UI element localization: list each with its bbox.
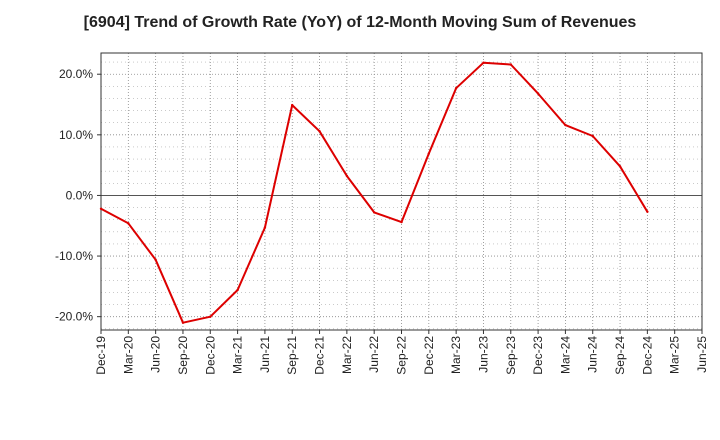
x-tick-label: Sep-20 (176, 336, 190, 375)
x-tick-label: Sep-24 (613, 336, 627, 375)
x-tick-label: Mar-24 (558, 336, 572, 374)
data-point (181, 321, 185, 324)
x-tick-label: Sep-23 (504, 336, 518, 375)
x-tick-label: Mar-21 (231, 336, 245, 374)
data-point (154, 258, 157, 261)
y-tick-label: -20.0% (55, 310, 93, 324)
data-point (509, 63, 512, 66)
data-point (99, 207, 103, 210)
data-point (263, 226, 267, 229)
y-tick-label: 20.0% (59, 67, 93, 81)
x-tick-label: Dec-20 (203, 336, 217, 375)
data-point (646, 210, 649, 213)
chart-title: [6904] Trend of Growth Rate (YoY) of 12-… (83, 14, 637, 31)
x-tick-label: Jun-20 (149, 336, 163, 373)
data-point (400, 220, 403, 224)
x-tick-label: Mar-20 (121, 336, 135, 374)
x-tick-label: Dec-21 (313, 336, 327, 375)
x-tick-label: Sep-22 (395, 336, 409, 375)
data-point (564, 123, 567, 127)
x-tick-label: Dec-22 (422, 336, 436, 375)
data-point (318, 130, 321, 133)
data-point (591, 134, 594, 138)
x-tick-label: Sep-21 (285, 336, 299, 375)
data-point (209, 315, 212, 318)
x-tick-label: Mar-25 (668, 336, 682, 374)
y-tick-label: 10.0% (59, 128, 93, 142)
x-tick-label: Jun-25 (695, 336, 709, 373)
data-point (291, 103, 294, 107)
x-tick-label: Dec-23 (531, 336, 545, 375)
x-tick-label: Mar-23 (449, 336, 463, 374)
x-tick-label: Mar-22 (340, 336, 354, 374)
x-tick-label: Dec-24 (640, 336, 654, 375)
x-tick-label: Jun-21 (258, 336, 272, 373)
y-tick-label: 0.0% (66, 188, 94, 202)
data-point (618, 165, 622, 168)
data-point (482, 61, 485, 64)
x-tick-label: Dec-19 (94, 336, 108, 375)
data-point (236, 288, 239, 292)
x-tick-label: Jun-23 (476, 336, 490, 373)
data-point (427, 152, 430, 155)
y-tick-label: -10.0% (55, 249, 93, 263)
x-tick-label: Jun-22 (367, 336, 381, 373)
data-point (373, 211, 376, 214)
data-point (536, 92, 540, 95)
data-point (345, 174, 349, 178)
data-point (454, 87, 458, 90)
data-point (127, 222, 130, 225)
x-tick-label: Jun-24 (586, 336, 600, 373)
